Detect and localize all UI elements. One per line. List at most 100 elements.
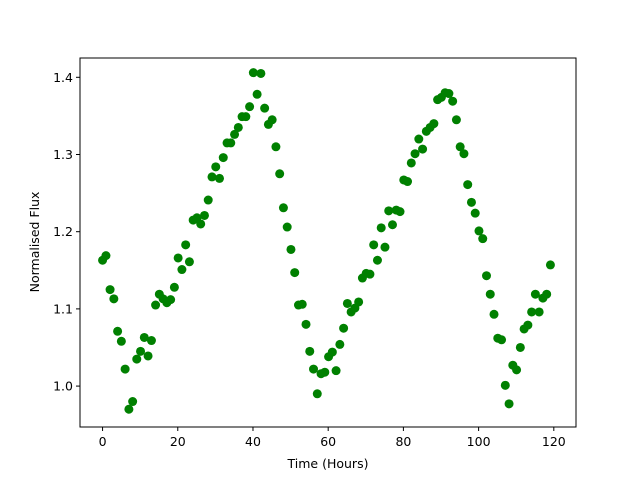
data-point xyxy=(248,68,258,78)
data-point xyxy=(515,342,525,352)
data-point xyxy=(369,240,379,250)
data-point xyxy=(305,346,315,356)
data-point xyxy=(534,307,544,317)
data-point xyxy=(342,298,352,308)
data-point xyxy=(207,172,217,182)
y-tick-label: 1.1 xyxy=(53,301,73,316)
data-point xyxy=(489,309,499,319)
data-point xyxy=(199,210,209,220)
data-point xyxy=(380,242,390,252)
data-point xyxy=(500,380,510,390)
data-point xyxy=(105,285,115,295)
y-tick-label: 1.2 xyxy=(53,224,73,239)
data-point xyxy=(448,96,458,106)
data-point xyxy=(116,336,126,346)
x-axis: 0 20 40 60 80 100 120 xyxy=(99,427,566,449)
data-point xyxy=(166,295,176,305)
data-point xyxy=(301,319,311,329)
x-axis-label: Time (Hours) xyxy=(287,456,369,471)
x-tick-label: 80 xyxy=(395,434,411,449)
data-point xyxy=(474,226,484,236)
data-point xyxy=(275,169,285,179)
y-tick-label: 1.0 xyxy=(53,379,73,394)
data-point xyxy=(545,260,555,270)
data-point xyxy=(226,138,236,148)
data-point xyxy=(252,89,262,99)
data-point xyxy=(403,177,413,187)
data-point xyxy=(233,122,243,132)
data-point xyxy=(309,364,319,374)
data-point xyxy=(387,220,397,230)
data-point xyxy=(218,153,228,163)
data-point xyxy=(339,323,349,333)
data-point xyxy=(267,115,277,125)
data-point xyxy=(203,195,213,205)
data-point xyxy=(542,289,552,299)
x-tick-label: 120 xyxy=(542,434,566,449)
data-point xyxy=(139,332,149,342)
data-point xyxy=(215,173,225,183)
data-point xyxy=(335,339,345,349)
data-point xyxy=(124,404,134,414)
data-point xyxy=(527,307,537,317)
data-point xyxy=(331,366,341,376)
data-point xyxy=(410,149,420,159)
y-tick-label: 1.3 xyxy=(53,147,73,162)
data-point xyxy=(451,115,461,125)
data-point xyxy=(256,68,266,78)
data-point xyxy=(523,320,533,330)
data-point xyxy=(290,268,300,278)
data-point xyxy=(395,207,405,217)
data-point xyxy=(101,251,111,261)
data-point xyxy=(113,326,123,336)
data-point xyxy=(230,129,240,139)
data-point xyxy=(184,257,194,267)
data-point xyxy=(354,297,364,307)
data-point xyxy=(151,300,161,310)
y-axis: 1.0 1.1 1.2 1.3 1.4 xyxy=(53,70,80,394)
data-point xyxy=(466,197,476,207)
data-point xyxy=(146,336,156,346)
data-point xyxy=(169,282,179,292)
data-point xyxy=(271,142,281,152)
data-point xyxy=(120,364,130,374)
y-tick-label: 1.4 xyxy=(53,70,73,85)
data-point xyxy=(286,244,296,254)
data-point xyxy=(177,265,187,275)
data-point xyxy=(530,289,540,299)
data-point xyxy=(109,294,119,304)
data-point xyxy=(512,365,522,375)
data-point xyxy=(132,354,142,364)
x-tick-label: 0 xyxy=(99,434,107,449)
data-point xyxy=(418,144,428,154)
data-point xyxy=(173,253,183,263)
data-point xyxy=(406,158,416,168)
data-points xyxy=(98,68,555,414)
data-point xyxy=(143,351,153,361)
x-tick-label: 60 xyxy=(320,434,336,449)
data-point xyxy=(482,271,492,281)
data-point xyxy=(478,234,488,244)
data-point xyxy=(297,299,307,309)
y-axis-label: Normalised Flux xyxy=(27,192,42,293)
data-point xyxy=(278,203,288,213)
data-point xyxy=(312,389,322,399)
data-point xyxy=(376,223,386,233)
data-point xyxy=(470,208,480,218)
data-point xyxy=(455,142,465,152)
data-point xyxy=(459,149,469,159)
data-point xyxy=(241,112,251,122)
data-point xyxy=(444,89,454,99)
data-point xyxy=(327,347,337,357)
data-point xyxy=(414,134,424,144)
data-point xyxy=(429,119,439,129)
data-point xyxy=(463,180,473,190)
data-point xyxy=(128,397,138,407)
data-point xyxy=(497,335,507,345)
x-tick-label: 20 xyxy=(170,434,186,449)
data-point xyxy=(245,102,255,112)
data-point xyxy=(260,103,270,113)
data-point xyxy=(485,289,495,299)
data-point xyxy=(320,367,330,377)
